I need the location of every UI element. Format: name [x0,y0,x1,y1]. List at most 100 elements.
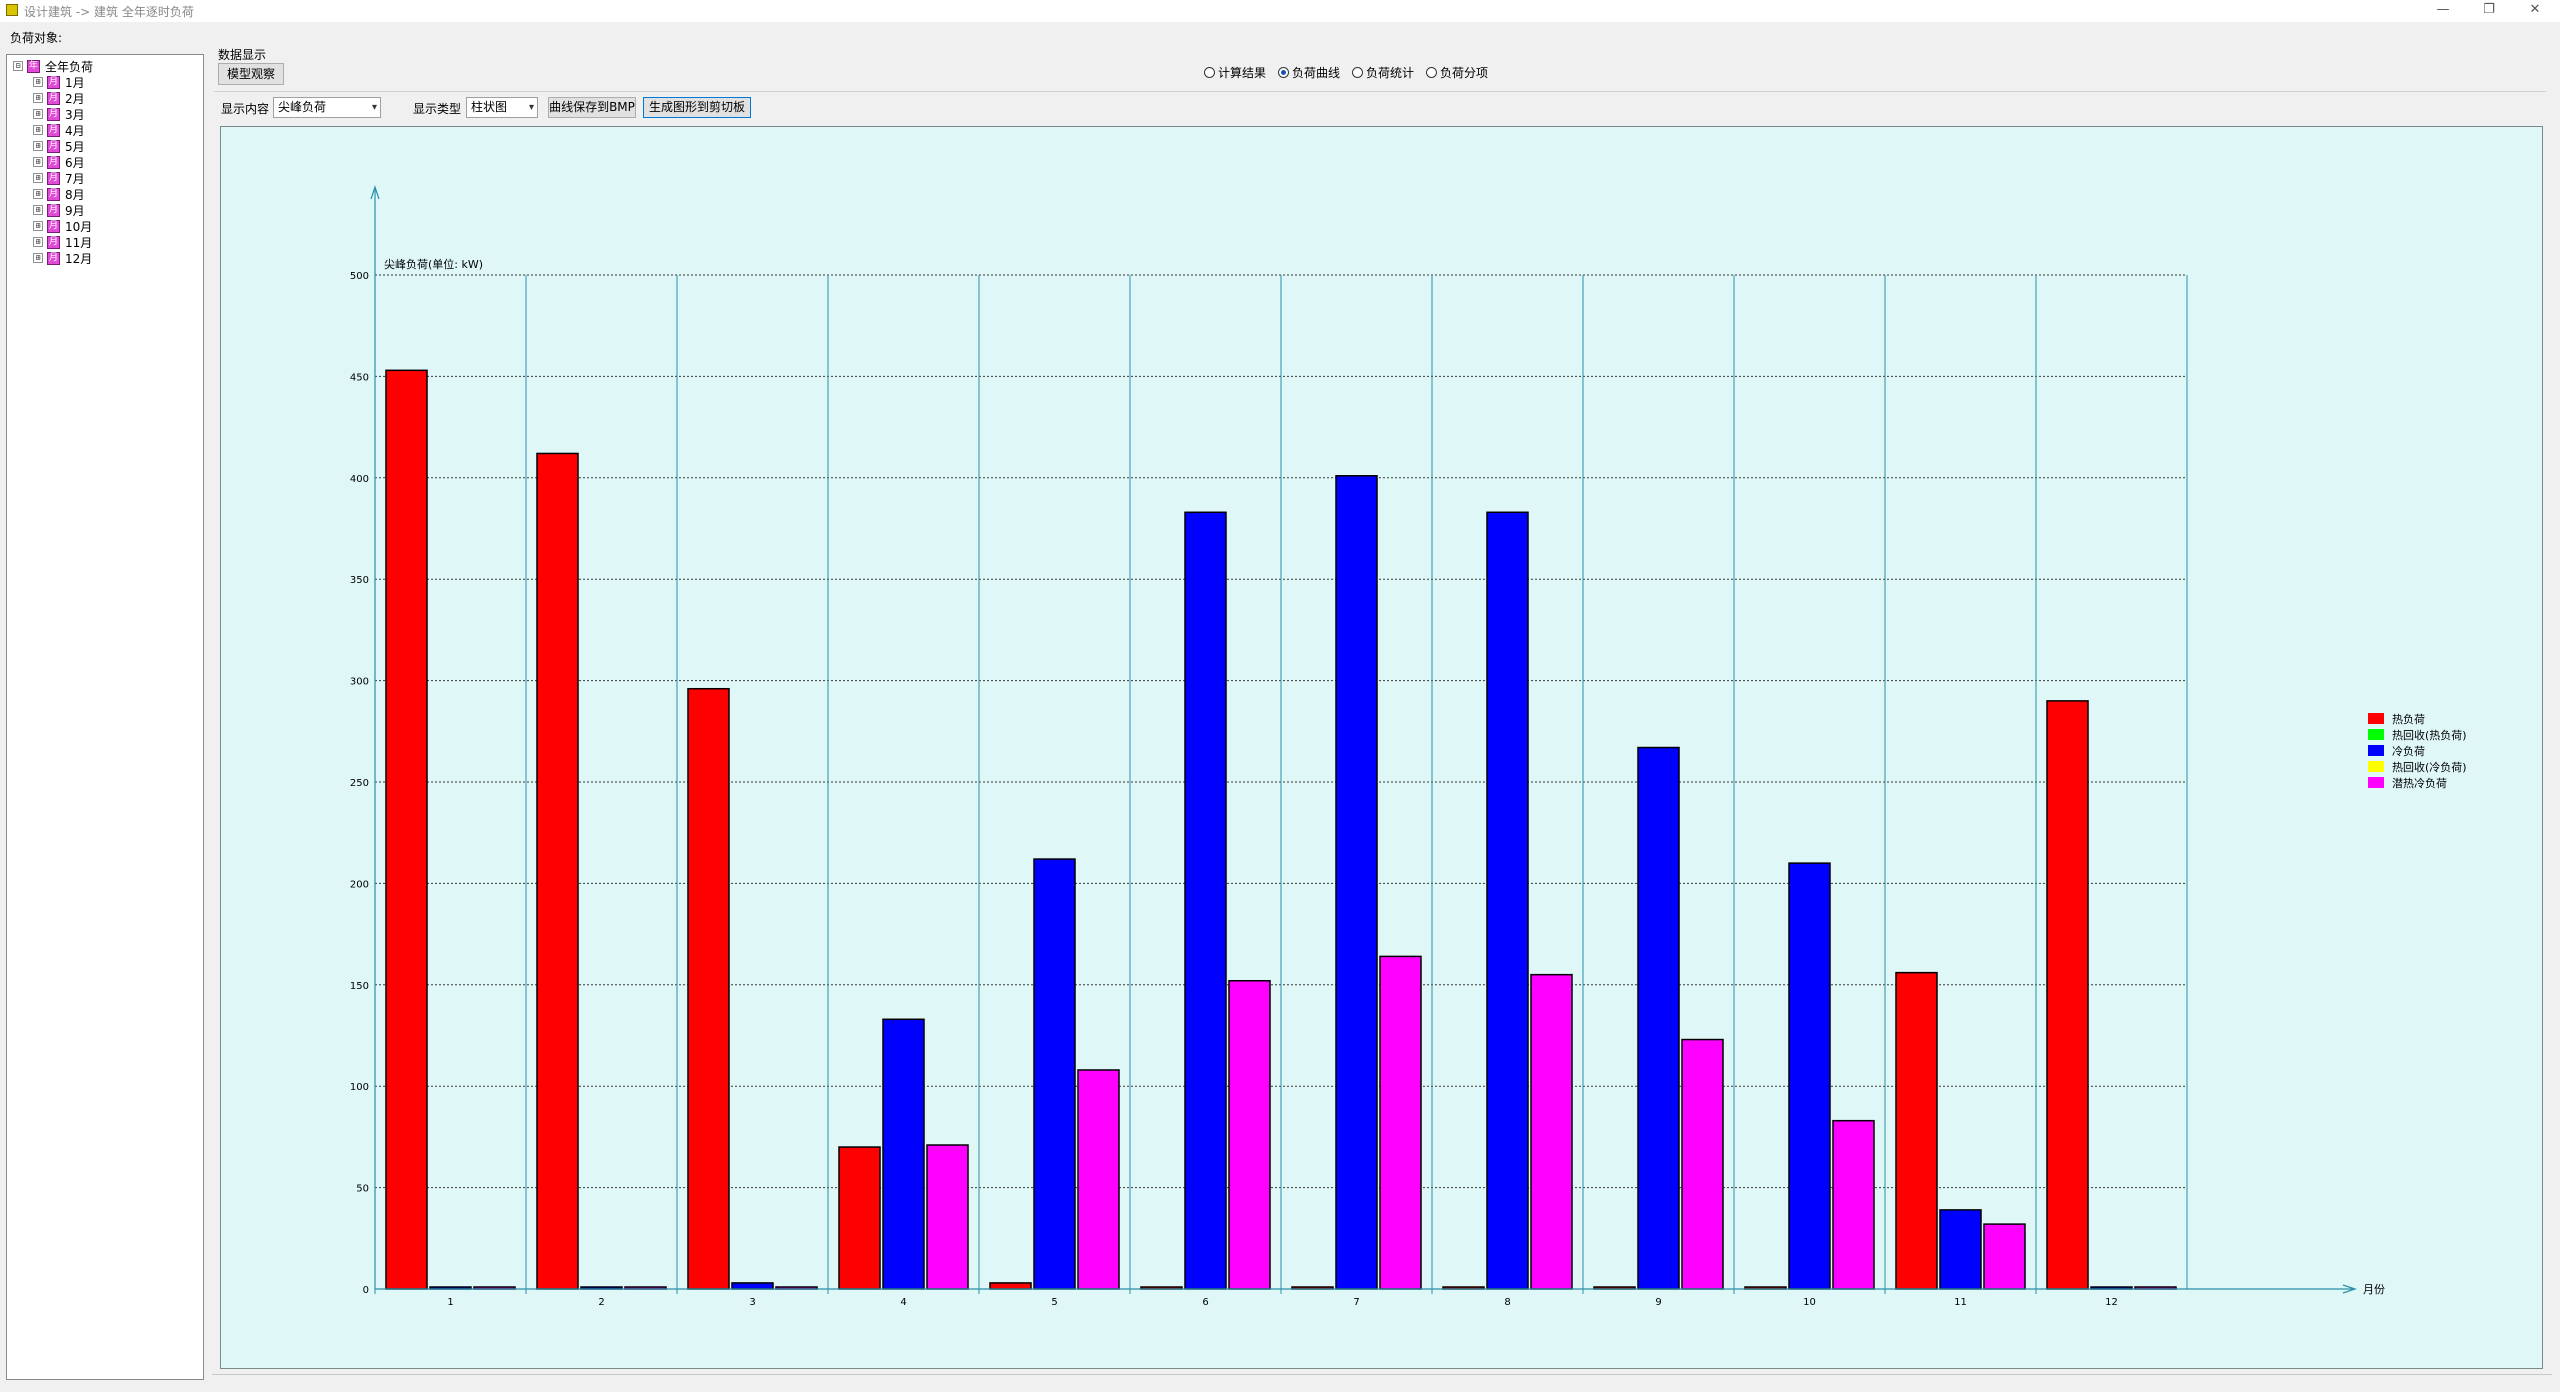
tree-item-month[interactable]: ⊞ 月 6月 [33,154,85,170]
y-tick-label: 200 [350,879,369,890]
expand-icon[interactable]: ⊞ [33,221,43,231]
bar [1228,979,1271,1290]
expand-icon[interactable]: ⊞ [33,157,43,167]
bar [1184,511,1227,1290]
expand-icon[interactable]: ⊞ [33,205,43,215]
bar [1077,1069,1120,1290]
expand-icon[interactable]: ⊞ [33,189,43,199]
tree-item-label: 1月 [65,75,85,90]
bar [687,687,730,1290]
radio-load-breakdown[interactable]: 负荷分项 [1426,64,1488,81]
expand-icon[interactable]: ⊞ [33,109,43,119]
legend-swatch [2368,761,2384,772]
display-type-select[interactable]: 柱状图 ▾ [466,97,538,118]
display-type-value: 柱状图 [471,100,508,114]
radio-dot[interactable] [1352,66,1364,78]
tree-item-label: 2月 [65,91,85,106]
minimize-button[interactable]: — [2436,2,2450,17]
view-mode-radio-group: 计算结果 负荷曲线 负荷统计 负荷分项 [1204,62,1500,82]
calendar-month-icon: 月 [47,91,60,105]
expand-icon[interactable]: ⊞ [33,77,43,87]
y-tick-label: 150 [350,981,369,992]
radio-calc-results[interactable]: 计算结果 [1204,64,1266,81]
save-bmp-button[interactable]: 曲线保存到BMP [548,97,636,118]
tree-root-annual-load[interactable]: ⊟ 年 全年负荷 [13,58,93,74]
tree-item-label: 6月 [65,155,85,170]
tree-item-label: 8月 [65,187,85,202]
legend-label: 热回收(冷负荷) [2392,760,2467,774]
expand-icon[interactable]: ⊞ [33,125,43,135]
radio-label: 负荷分项 [1440,65,1489,80]
radio-load-stats[interactable]: 负荷统计 [1352,64,1414,81]
tree-item-month[interactable]: ⊞ 月 4月 [33,122,85,138]
tree-item-month[interactable]: ⊞ 月 3月 [33,106,85,122]
divider [214,91,2546,92]
tree-item-label: 3月 [65,107,85,122]
collapse-icon[interactable]: ⊟ [13,61,23,71]
radio-load-curve[interactable]: 负荷曲线 [1278,64,1340,81]
tree-item-month[interactable]: ⊞ 月 7月 [33,170,85,186]
load-object-label: 负荷对象: [10,31,63,45]
model-view-button[interactable]: 模型观察 [218,63,284,85]
radio-dot[interactable] [1426,66,1438,78]
y-tick-label: 400 [350,474,369,485]
legend-swatch [2368,713,2384,724]
x-axis-arrow [2342,1284,2357,1294]
display-content-select[interactable]: 尖峰负荷 ▾ [273,97,381,118]
legend-label: 热回收(热负荷) [2392,728,2467,742]
y-tick-label: 0 [363,1285,369,1296]
calendar-month-icon: 月 [47,203,60,217]
bar [838,1146,881,1290]
x-tick-label: 10 [1803,1297,1816,1308]
radio-label: 负荷统计 [1366,65,1415,80]
expand-icon[interactable]: ⊞ [33,141,43,151]
load-tree[interactable]: ⊟ 年 全年负荷 ⊞ 月 1月 ⊞ 月 2月 ⊞ 月 3月 ⊞ 月 4月 ⊞ 月 5月 ⊞ 月 6月 ⊞ 月 7月 ⊞ 月 8… [6,54,204,1380]
bar [926,1144,969,1290]
radio-label: 负荷曲线 [1292,65,1341,80]
close-button[interactable]: ✕ [2529,2,2541,17]
maximize-button[interactable]: ❐ [2483,2,2495,17]
expand-icon[interactable]: ⊞ [33,93,43,103]
tree-item-month[interactable]: ⊞ 月 10月 [33,218,92,234]
bar [1983,1223,2026,1290]
x-tick-label: 9 [1655,1297,1661,1308]
chevron-down-icon: ▾ [371,102,377,113]
bar [2046,700,2089,1290]
tree-item-month[interactable]: ⊞ 月 11月 [33,234,92,250]
tree-item-month[interactable]: ⊞ 月 8月 [33,186,85,202]
x-tick-label: 4 [900,1297,906,1308]
x-tick-label: 8 [1504,1297,1510,1308]
tree-item-label: 11月 [65,235,93,250]
tree-item-label: 9月 [65,203,85,218]
expand-icon[interactable]: ⊞ [33,173,43,183]
bar [989,1282,1032,1290]
window-title: 设计建筑 -> 建筑 全年逐时负荷 [24,5,194,19]
x-tick-label: 12 [2105,1297,2118,1308]
tree-item-label: 5月 [65,139,85,154]
bar [1335,475,1378,1290]
tree-item-month[interactable]: ⊞ 月 2月 [33,90,85,106]
y-tick-label: 300 [350,677,369,688]
tree-item-month[interactable]: ⊞ 月 12月 [33,250,92,266]
tree-item-month[interactable]: ⊞ 月 5月 [33,138,85,154]
data-display-label: 数据显示 [218,48,267,62]
radio-dot[interactable] [1278,66,1290,78]
tree-item-month[interactable]: ⊞ 月 1月 [33,74,85,90]
radio-dot[interactable] [1204,66,1215,78]
y-tick-label: 500 [350,271,369,282]
bar [1379,955,1422,1290]
x-tick-label: 2 [598,1297,604,1308]
calendar-month-icon: 月 [47,123,60,137]
expand-icon[interactable]: ⊞ [33,253,43,263]
tree-item-label: 7月 [65,171,85,186]
y-tick-label: 50 [356,1184,369,1195]
expand-icon[interactable]: ⊞ [33,237,43,247]
legend-swatch [2368,777,2384,788]
bar [1895,971,1938,1290]
y-axis-arrow [370,185,380,200]
title-bar: 设计建筑 -> 建筑 全年逐时负荷 — ❐ ✕ [0,0,2560,22]
x-tick-label: 1 [447,1297,453,1308]
tree-item-month[interactable]: ⊞ 月 9月 [33,202,85,218]
copy-to-clipboard-button[interactable]: 生成图形到剪切板 [643,97,751,118]
